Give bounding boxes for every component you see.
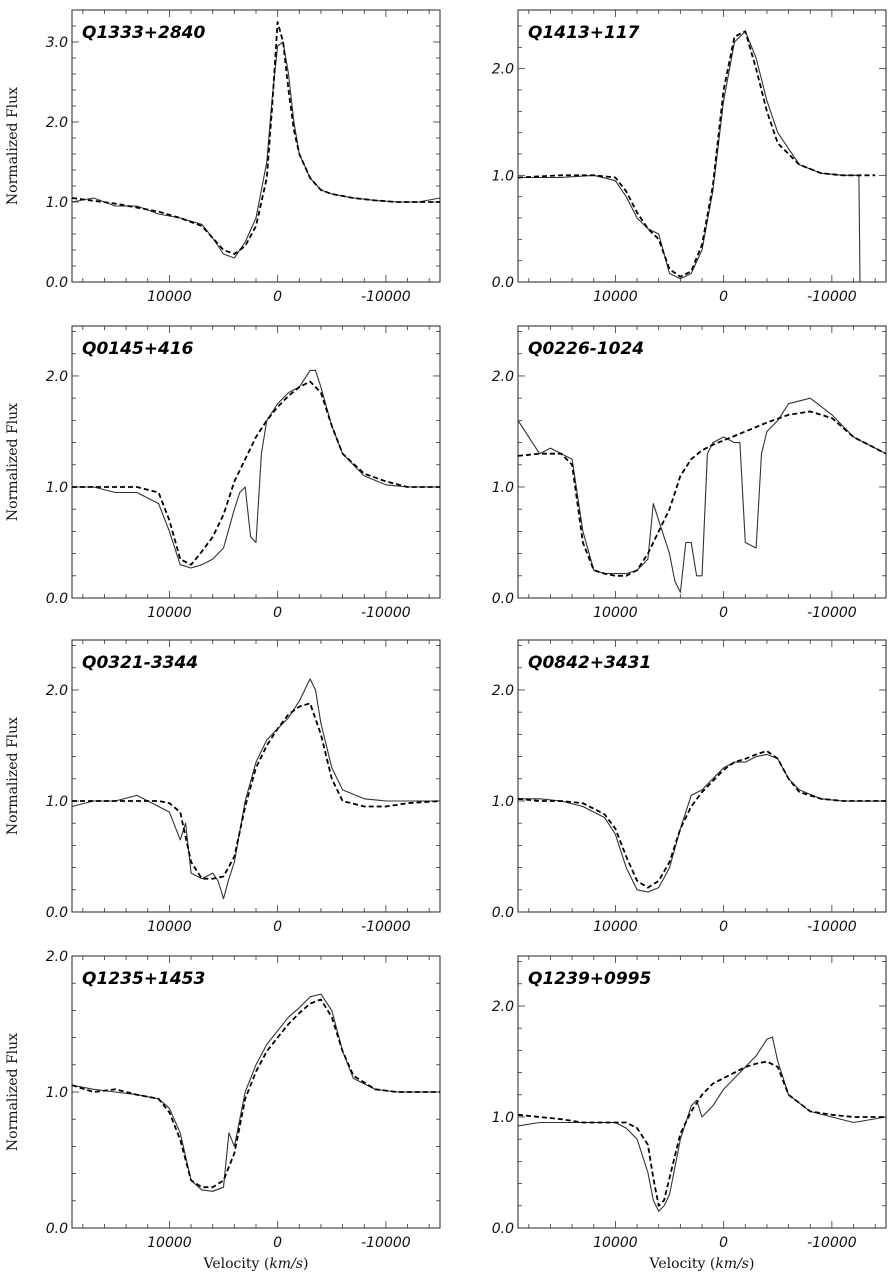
panel-title: Q1239+0995	[528, 969, 651, 989]
panel-title: Q1413+117	[528, 23, 640, 43]
y-tick-label: 0.0	[492, 1221, 514, 1237]
panel-title: Q0842+3431	[528, 653, 651, 673]
plot-frame	[517, 639, 887, 913]
x-tick-label: 0	[719, 289, 728, 305]
x-axis-label: Velocity (km/s)	[203, 1256, 309, 1272]
x-tick-label: 0	[273, 289, 282, 305]
x-tick-label: -10000	[361, 605, 411, 621]
y-axis-label: Normalized Flux	[5, 1033, 21, 1151]
x-tick-label: 10000	[593, 289, 638, 305]
x-tick-label: -10000	[807, 289, 857, 305]
observed-spectrum-line	[518, 30, 861, 283]
plot-frame	[71, 639, 441, 913]
observed-spectrum-line	[71, 41, 441, 259]
y-tick-label: 0.0	[46, 591, 68, 607]
y-tick-label: 2.0	[46, 115, 68, 131]
y-tick-label: 1.0	[492, 1110, 514, 1126]
observed-spectrum-line	[517, 397, 887, 593]
model-spectrum-line	[517, 750, 886, 889]
spectrum-panel-6: 10000 0 -10000 0.0 1.0 2.0 Q0842+3431	[492, 639, 887, 935]
model-spectrum-line	[71, 21, 440, 255]
y-tick-label: 1.0	[46, 1085, 68, 1101]
y-tick-label: 0.0	[46, 1221, 68, 1237]
model-spectrum-line	[72, 380, 440, 566]
x-tick-label: 0	[273, 919, 282, 935]
plot-frame	[71, 325, 441, 599]
y-tick-label: 1.0	[46, 794, 68, 810]
panel-title: Q0321-3344	[82, 653, 198, 673]
y-tick-label: 2.0	[492, 683, 514, 699]
y-tick-label: 1.0	[46, 195, 68, 211]
observed-spectrum-line	[518, 753, 886, 893]
spectrum-panel-4: 10000 0 -10000 0.0 1.0 2.0 Q0226-1024	[492, 325, 887, 621]
x-tick-label: 10000	[593, 605, 638, 621]
y-tick-label: 2.0	[492, 369, 514, 385]
y-tick-label: 0.0	[492, 905, 514, 921]
x-tick-label: 0	[719, 605, 728, 621]
panel-title: Q0145+416	[82, 339, 194, 359]
x-tick-label: 10000	[147, 1235, 192, 1251]
y-tick-label: 0.0	[492, 591, 514, 607]
y-tick-label: 2.0	[46, 369, 68, 385]
y-tick-label: 1.0	[492, 168, 514, 184]
x-tick-label: -10000	[807, 605, 857, 621]
observed-spectrum-line	[517, 1036, 887, 1212]
x-tick-label: 10000	[147, 289, 192, 305]
y-axis-label: Normalized Flux	[5, 87, 21, 205]
y-axis-label: Normalized Flux	[5, 403, 21, 521]
plot-frame	[517, 955, 887, 1229]
panel-title: Q0226-1024	[528, 339, 644, 359]
model-spectrum-line	[71, 998, 440, 1189]
x-tick-label: 0	[719, 1235, 728, 1251]
x-tick-label: -10000	[807, 919, 857, 935]
plot-frame	[71, 9, 441, 283]
y-tick-label: 2.0	[492, 62, 514, 78]
x-tick-label: -10000	[361, 1235, 411, 1251]
spectrum-panel-1: 10000 0 -10000 0.0 1.0 2.0 3.0 Q1333+2840 Normal…	[5, 9, 441, 305]
observed-spectrum-line	[72, 369, 440, 569]
spectrum-panel-2: 10000 0 -10000 0.0 1.0 2.0 Q1413+117	[492, 9, 887, 305]
model-spectrum-line	[72, 702, 441, 880]
observed-spectrum-line	[71, 678, 440, 900]
x-tick-label: -10000	[361, 289, 411, 305]
spectrum-panel-5: 10000 0 -10000 0.0 1.0 2.0 Q0321-3344 Normalize…	[5, 639, 441, 935]
x-tick-label: 10000	[593, 919, 638, 935]
panel-title: Q1333+2840	[82, 23, 205, 43]
y-tick-label: 2.0	[46, 683, 68, 699]
x-tick-label: 0	[273, 1235, 282, 1251]
x-tick-label: 10000	[147, 605, 192, 621]
model-spectrum-line	[517, 1060, 886, 1207]
x-tick-label: 10000	[147, 919, 192, 935]
panel-title: Q1235+1453	[82, 969, 205, 989]
y-tick-label: 0.0	[46, 275, 68, 291]
spectrum-panel-3: 10000 0 -10000 0.0 1.0 2.0 Q0145+416 Normalized…	[5, 325, 441, 621]
x-tick-label: -10000	[807, 1235, 857, 1251]
y-tick-label: 1.0	[492, 480, 514, 496]
y-tick-label: 3.0	[46, 35, 68, 51]
y-tick-label: 0.0	[46, 905, 68, 921]
spectrum-panel-8: 10000 0 -10000 0.0 1.0 2.0 Q1239+0995 Velocity …	[492, 955, 887, 1272]
plot-frame	[517, 325, 887, 599]
y-tick-label: 1.0	[46, 480, 68, 496]
y-tick-label: 0.0	[492, 275, 514, 291]
x-tick-label: 0	[273, 605, 282, 621]
x-tick-label: -10000	[361, 919, 411, 935]
x-tick-label: 10000	[593, 1235, 638, 1251]
y-axis-label: Normalized Flux	[5, 717, 21, 835]
model-spectrum-line	[517, 410, 887, 577]
spectrum-panel-7: 10000 0 -10000 0.0 1.0 2.0 Q1235+1453 Normalize…	[5, 949, 441, 1272]
model-spectrum-line	[517, 30, 876, 278]
y-tick-label: 1.0	[492, 794, 514, 810]
y-tick-label: 2.0	[46, 949, 68, 965]
x-tick-label: 0	[719, 919, 728, 935]
plot-frame	[517, 9, 887, 283]
x-axis-label: Velocity (km/s)	[649, 1256, 755, 1272]
y-tick-label: 2.0	[492, 999, 514, 1015]
